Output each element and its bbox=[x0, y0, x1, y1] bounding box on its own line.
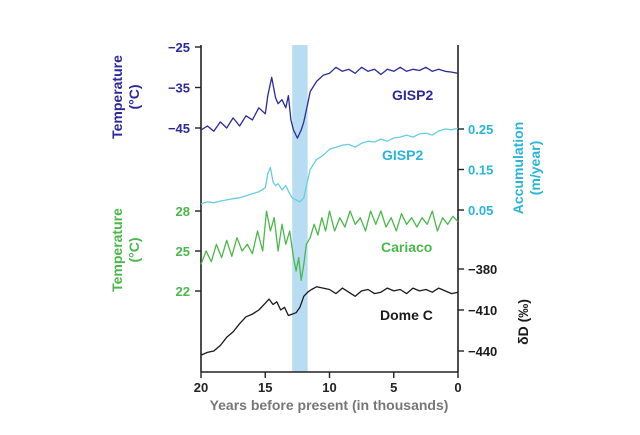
series-line-gisp2-0 bbox=[200, 66, 459, 139]
series-line-dome-c-3 bbox=[200, 286, 459, 356]
y-tick-label: −35 bbox=[168, 81, 190, 96]
y-tick-label: 22 bbox=[176, 284, 190, 299]
x-tick-label: 5 bbox=[390, 380, 397, 395]
y-tick-label: −410 bbox=[468, 303, 497, 318]
y-tick-label: −45 bbox=[168, 121, 190, 136]
y-tick-label: 0.15 bbox=[468, 163, 493, 178]
y-tick-label: 28 bbox=[176, 204, 190, 219]
y-tick-label: −380 bbox=[468, 262, 497, 277]
series-label-gisp2-accumulation: GISP2 bbox=[382, 147, 423, 163]
y-tick-label: −440 bbox=[468, 344, 497, 359]
series-label-gisp2-temperature: GISP2 bbox=[392, 87, 433, 103]
series-line-gisp2-1 bbox=[200, 127, 459, 205]
x-tick-label: 0 bbox=[454, 380, 461, 395]
y-tick-label: −25 bbox=[168, 40, 190, 55]
x-axis-ticks: 20 15 10 5 0 bbox=[194, 372, 462, 395]
y-axis-ticks: −25 −35 −45 0.25 0.15 0.05 28 25 22 −380 −410 −440 bbox=[168, 40, 497, 359]
shaded-interval-band bbox=[292, 45, 308, 372]
y-axis-title-dome-c: δD (‰) bbox=[515, 299, 531, 345]
series-label-cariaco: Cariaco bbox=[381, 239, 432, 255]
x-tick-label: 15 bbox=[258, 380, 272, 395]
x-tick-label: 20 bbox=[194, 380, 208, 395]
series-label-dome-c: Dome C bbox=[380, 307, 433, 323]
y-tick-label: 0.25 bbox=[468, 122, 493, 137]
series-lines bbox=[200, 66, 459, 356]
x-axis-title: Years before present (in thousands) bbox=[210, 397, 449, 413]
y-axis-title-accumulation: Accumulation(m/year) bbox=[510, 122, 543, 215]
y-axis-title-gisp2-temperature: Temperature(°C) bbox=[109, 55, 142, 139]
y-tick-label: 0.05 bbox=[468, 203, 493, 218]
y-tick-label: 25 bbox=[176, 244, 190, 259]
y-axis-title-cariaco-temperature: Temperature(°C) bbox=[109, 208, 142, 292]
x-tick-label: 10 bbox=[322, 380, 336, 395]
series-line-cariaco-2 bbox=[200, 210, 459, 281]
